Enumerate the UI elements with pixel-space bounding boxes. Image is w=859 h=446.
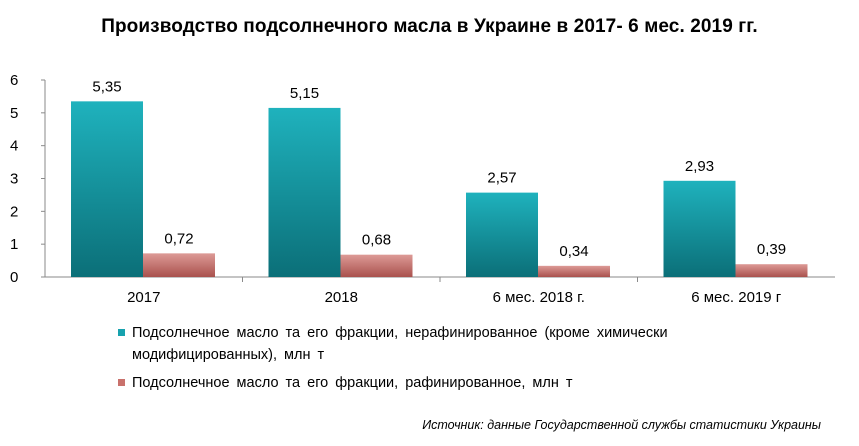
source-note: Источник: данные Государственной службы …: [422, 418, 821, 432]
y-tick-label: 3: [10, 171, 18, 188]
bar-refined: [340, 254, 413, 277]
legend-swatch-unrefined: [118, 329, 125, 336]
legend-label-refined: Подсолнечное масло та его фракции, рафин…: [132, 375, 573, 391]
legend-item-unrefined: Подсолнечное масло та его фракции, нераф…: [118, 322, 758, 366]
chart-title: Производство подсолнечного масла в Украи…: [101, 16, 758, 37]
y-tick-label: 2: [10, 203, 18, 220]
legend: Подсолнечное масло та его фракции, нераф…: [118, 322, 758, 400]
data-label: 5,15: [290, 85, 319, 102]
legend-swatch-refined: [118, 379, 125, 386]
bar-unrefined: [71, 101, 143, 277]
x-tick-label: 2018: [325, 289, 358, 306]
y-tick-label: 5: [10, 105, 18, 122]
data-label: 5,35: [92, 78, 121, 95]
y-tick-label: 1: [10, 236, 18, 253]
legend-item-refined: Подсолнечное масло та его фракции, рафин…: [118, 372, 758, 394]
data-label: 2,57: [487, 170, 516, 187]
legend-label-unrefined: Подсолнечное масло та его фракции, нераф…: [132, 325, 668, 363]
y-tick-label: 6: [10, 72, 18, 89]
x-tick-label: 2017: [127, 289, 160, 306]
bar-unrefined: [268, 107, 341, 278]
x-tick-label: 6 мес. 2018 г.: [493, 289, 585, 306]
data-label: 0,68: [362, 232, 391, 249]
bar-refined: [143, 253, 215, 277]
y-tick-label: 0: [10, 269, 18, 286]
bar-unrefined: [466, 192, 538, 277]
bar-refined: [735, 264, 808, 277]
data-label: 2,93: [685, 158, 714, 175]
bar-unrefined: [663, 180, 736, 277]
x-tick-label: 6 мес. 2019 г: [691, 289, 782, 306]
data-label: 0,72: [164, 230, 193, 247]
data-label: 0,39: [757, 241, 786, 258]
bar-refined: [538, 265, 610, 277]
data-label: 0,34: [559, 243, 588, 260]
y-tick-label: 4: [10, 138, 18, 155]
